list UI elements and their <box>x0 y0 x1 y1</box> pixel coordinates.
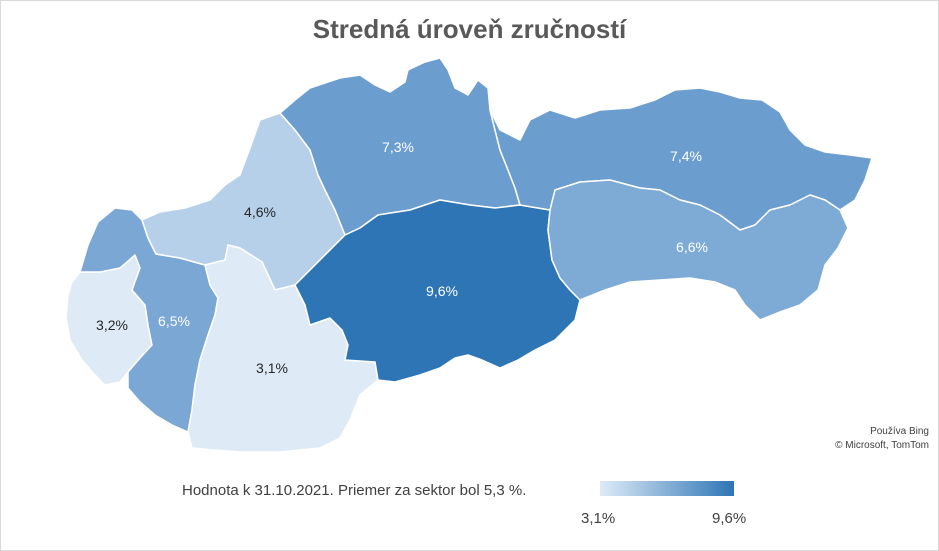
region-value-label-banska-bystrica: 9,6% <box>426 283 458 299</box>
attribution-copyright: © Microsoft, TomTom <box>835 440 929 451</box>
region-kosice[interactable] <box>547 179 849 321</box>
region-value-label-zilina: 7,3% <box>382 139 414 155</box>
map-caption: Hodnota k 31.10.2021. Priemer za sektor … <box>182 482 527 499</box>
map-attribution: Používa Bing © Microsoft, TomTom <box>835 425 929 453</box>
map-title: Stredná úroveň zručností <box>312 14 627 44</box>
region-nitra[interactable] <box>187 244 379 453</box>
region-value-label-trnava: 6,5% <box>158 313 190 329</box>
attribution-bing: Používa Bing <box>870 426 929 437</box>
legend-max-label: 9,6% <box>712 510 747 527</box>
legend-min-label: 3,1% <box>581 510 616 527</box>
region-value-label-trencin: 4,6% <box>244 204 276 220</box>
color-scale-legend <box>600 481 734 496</box>
region-value-label-presov: 7,4% <box>670 148 702 164</box>
region-value-label-kosice: 6,6% <box>676 239 708 255</box>
region-value-label-nitra: 3,1% <box>256 360 288 376</box>
region-value-label-bratislava: 3,2% <box>96 317 128 333</box>
region-banska-bystrica[interactable] <box>294 199 581 383</box>
